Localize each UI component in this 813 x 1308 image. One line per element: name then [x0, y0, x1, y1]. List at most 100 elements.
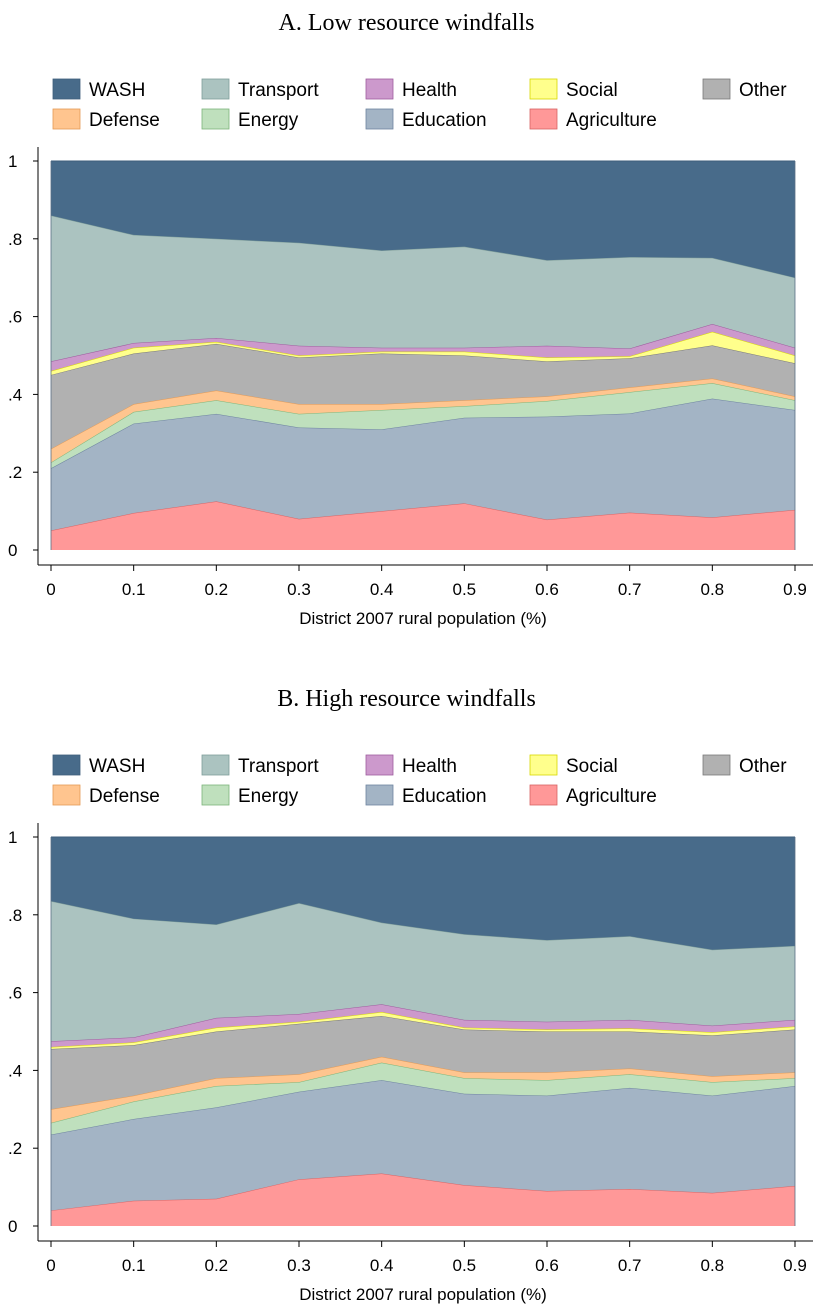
x-tick-label: 0.5 — [453, 1256, 477, 1275]
legend-swatch-wash — [52, 78, 81, 100]
y-tick-label: .4 — [8, 385, 22, 404]
legend-label-health: Health — [402, 80, 457, 101]
legend-item-wash: WASH — [52, 754, 145, 777]
legend-swatch-energy — [201, 108, 230, 130]
area-education — [51, 398, 795, 531]
x-ticks: 0 0.1 0.2 0.3 0.4 0.5 0.6 0.7 0.8 0.9 — [46, 1241, 807, 1275]
y-tick-label: .4 — [8, 1061, 22, 1080]
area-energy — [51, 1062, 795, 1135]
area-other — [51, 343, 795, 449]
y-tick-label: .6 — [8, 984, 22, 1003]
legend-swatch-transport — [201, 78, 230, 100]
area-wash — [51, 161, 795, 278]
legend-label-wash: WASH — [89, 756, 145, 777]
legend-swatch-other — [702, 754, 731, 776]
legend-swatch-energy — [201, 784, 230, 806]
y-ticks: 0 .2 .4 .6 .8 1 — [8, 152, 38, 560]
legend-label-transport: Transport — [238, 756, 319, 777]
y-tick-label: 0 — [8, 541, 17, 560]
y-tick-label: .6 — [8, 308, 22, 327]
x-tick-label: 0.7 — [618, 1256, 642, 1275]
legend-item-social: Social — [529, 754, 618, 777]
legend-item-other: Other — [702, 754, 787, 777]
x-tick-label: 0.5 — [453, 580, 477, 599]
legend-item-other: Other — [702, 78, 787, 101]
x-tick-label: 0.2 — [205, 580, 229, 599]
legend-label-other: Other — [739, 80, 787, 101]
x-tick-label: 0.6 — [535, 1256, 559, 1275]
legend-item-education: Education — [365, 108, 487, 131]
x-tick-label: 0.3 — [287, 580, 311, 599]
legend-label-transport: Transport — [238, 80, 319, 101]
y-tick-label: 1 — [8, 828, 17, 847]
x-tick-label: 0.3 — [287, 1256, 311, 1275]
stacked-areas — [50, 160, 796, 550]
area-energy — [51, 383, 795, 469]
y-tick-label: .8 — [8, 906, 22, 925]
legend-swatch-social — [529, 754, 558, 776]
x-tick-label: 0 — [46, 1256, 55, 1275]
legend-item-health: Health — [365, 754, 457, 777]
x-tick-label: 0.1 — [122, 580, 146, 599]
legend-item-agriculture: Agriculture — [529, 784, 657, 807]
chart-panel-b: B. High resource windfalls WASH Transport H… — [8, 686, 813, 1304]
area-health — [51, 1004, 795, 1048]
legend-label-agriculture: Agriculture — [566, 786, 657, 807]
y-ticks: 0 .2 .4 .6 .8 1 — [8, 828, 38, 1236]
legend-label-agriculture: Agriculture — [566, 110, 657, 131]
area-agriculture — [51, 501, 795, 550]
legend-swatch-health — [365, 754, 394, 776]
legend-swatch-defense — [52, 784, 81, 806]
chart-panel-a: A. Low resource windfalls WASH Transport He… — [8, 10, 813, 628]
area-health — [51, 323, 795, 372]
legend-item-agriculture: Agriculture — [529, 108, 657, 131]
legend-item-energy: Energy — [201, 784, 299, 807]
x-tick-label: 0.8 — [701, 580, 725, 599]
legend-swatch-agriculture — [529, 784, 558, 806]
legend-item-transport: Transport — [201, 754, 319, 777]
y-tick-label: .2 — [8, 1139, 22, 1158]
x-tick-label: 0.4 — [370, 1256, 394, 1275]
x-axis-label: District 2007 rural population (%) — [299, 609, 547, 628]
legend-swatch-education — [365, 784, 394, 806]
y-tick-label: 1 — [8, 152, 17, 171]
area-other — [51, 1015, 795, 1110]
area-wash — [51, 837, 795, 950]
legend-label-education: Education — [402, 786, 487, 807]
legend-label-social: Social — [566, 756, 618, 777]
legend-swatch-defense — [52, 108, 81, 130]
x-ticks: 0 0.1 0.2 0.3 0.4 0.5 0.6 0.7 0.8 0.9 — [46, 565, 807, 599]
area-social — [51, 1012, 795, 1049]
area-defense — [51, 1056, 795, 1123]
y-tick-label: 0 — [8, 1217, 17, 1236]
x-tick-label: 0.1 — [122, 1256, 146, 1275]
area-agriculture — [51, 1173, 795, 1226]
legend-label-health: Health — [402, 756, 457, 777]
y-tick-label: .8 — [8, 230, 22, 249]
legend-swatch-other — [702, 78, 731, 100]
x-tick-label: 0.8 — [701, 1256, 725, 1275]
legend-label-social: Social — [566, 80, 618, 101]
y-tick-label: .2 — [8, 463, 22, 482]
legend-item-social: Social — [529, 78, 618, 101]
legend-swatch-health — [365, 78, 394, 100]
x-tick-label: 0.6 — [535, 580, 559, 599]
legend-item-wash: WASH — [52, 78, 145, 101]
area-transport — [51, 215, 795, 362]
chart-title: A. Low resource windfalls — [279, 10, 535, 36]
legend-swatch-education — [365, 108, 394, 130]
legend-label-education: Education — [402, 110, 487, 131]
legend-label-energy: Energy — [238, 786, 299, 807]
legend-swatch-social — [529, 78, 558, 100]
legend-item-energy: Energy — [201, 108, 299, 131]
legend-item-defense: Defense — [52, 108, 160, 131]
chart-title: B. High resource windfalls — [277, 686, 536, 712]
legend-label-wash: WASH — [89, 80, 145, 101]
legend-swatch-transport — [201, 754, 230, 776]
legend-swatch-agriculture — [529, 108, 558, 130]
x-tick-label: 0.4 — [370, 580, 394, 599]
x-tick-label: 0.9 — [783, 580, 807, 599]
legend-label-other: Other — [739, 756, 787, 777]
area-education — [51, 1080, 795, 1211]
